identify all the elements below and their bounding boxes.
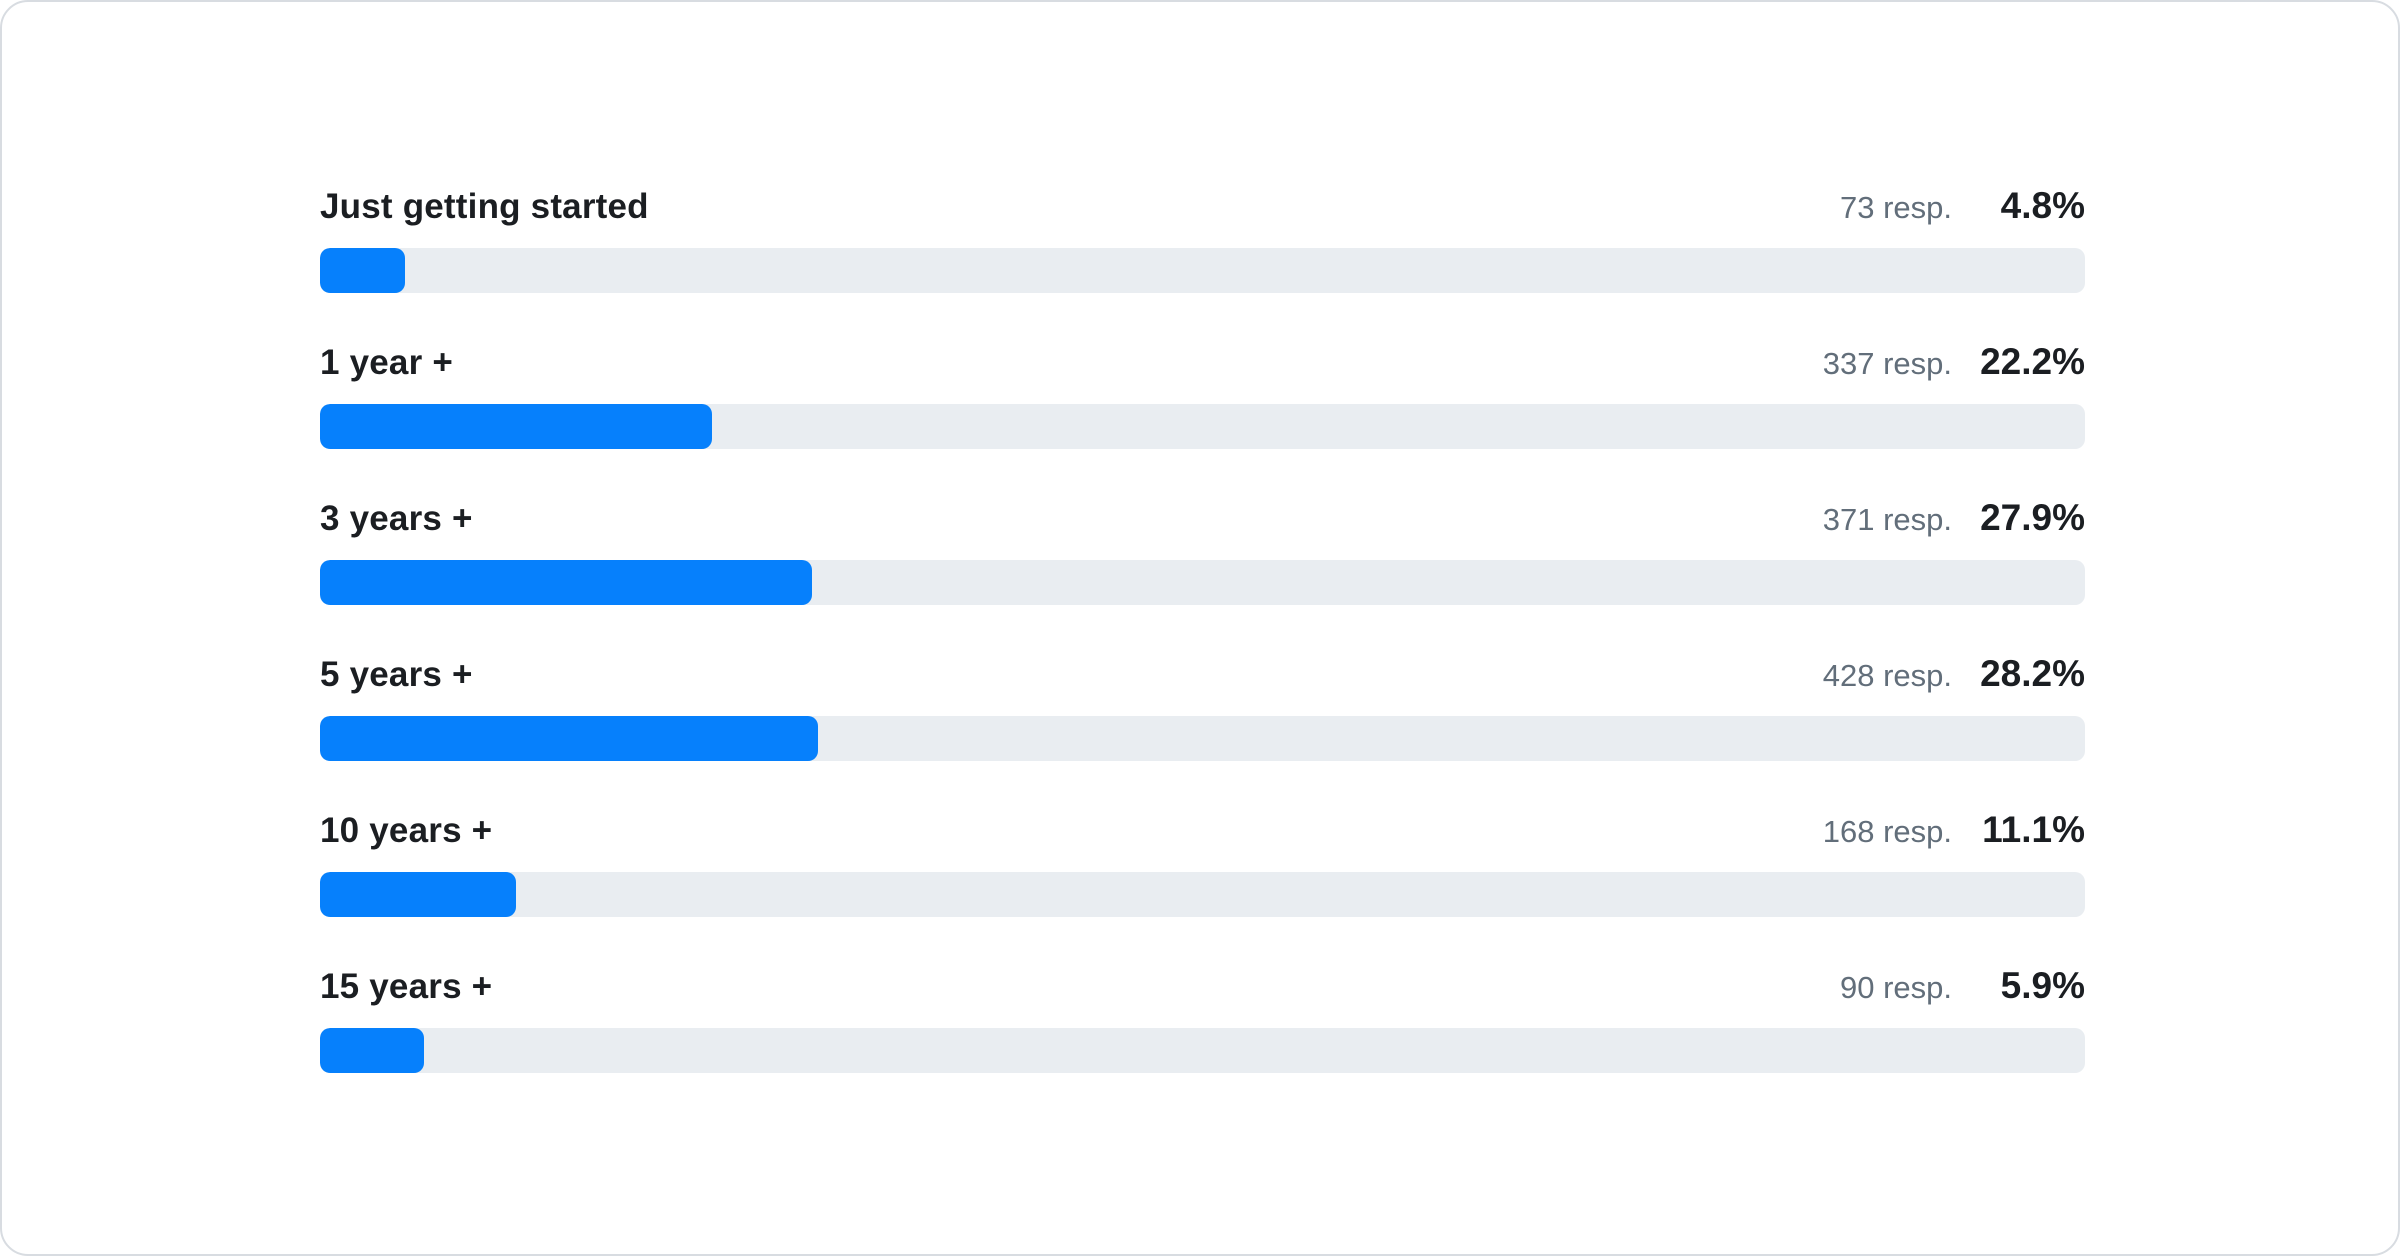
bar-fill [320, 716, 818, 761]
row-header: Just getting started 73 resp. 4.8% [320, 184, 2085, 228]
percent-value: 28.2% [1980, 653, 2085, 694]
bar-track [320, 716, 2085, 761]
bar-fill [320, 872, 516, 917]
row-header: 1 year + 337 resp. 22.2% [320, 340, 2085, 384]
chart-row: 3 years + 371 resp. 27.9% [320, 496, 2085, 605]
percent-value: 22.2% [1980, 341, 2085, 382]
category-label: 10 years + [320, 811, 493, 850]
percent-value: 11.1% [1982, 809, 2085, 850]
chart-row: 10 years + 168 resp. 11.1% [320, 808, 2085, 917]
respondent-count: 90 resp. [1839, 970, 1952, 1005]
bar-fill [320, 560, 813, 605]
percent-value: 27.9% [1980, 497, 2085, 538]
bar-track [320, 560, 2085, 605]
row-header: 5 years + 428 resp. 28.2% [320, 652, 2085, 696]
row-header: 10 years + 168 resp. 11.1% [320, 808, 2085, 852]
category-label: 5 years + [320, 655, 473, 694]
bar-fill [320, 1028, 425, 1073]
category-label: 3 years + [320, 499, 473, 538]
category-label: 1 year + [320, 343, 453, 382]
category-label: Just getting started [320, 187, 649, 226]
respondent-count: 371 resp. [1822, 502, 1952, 537]
percent-value: 4.8% [2000, 185, 2085, 226]
row-header: 3 years + 371 resp. 27.9% [320, 496, 2085, 540]
category-label: 15 years + [320, 967, 493, 1006]
respondent-count: 168 resp. [1822, 814, 1952, 849]
bar-track [320, 872, 2085, 917]
chart-row: 15 years + 90 resp. 5.9% [320, 964, 2085, 1073]
bar-track [320, 404, 2085, 449]
chart-row: 5 years + 428 resp. 28.2% [320, 652, 2085, 761]
bar-fill [320, 248, 405, 293]
percent-value: 5.9% [2000, 965, 2085, 1006]
respondent-count: 73 resp. [1839, 190, 1952, 225]
bar-track [320, 248, 2085, 293]
chart-row: 1 year + 337 resp. 22.2% [320, 340, 2085, 449]
respondent-count: 337 resp. [1822, 346, 1952, 381]
bar-track [320, 1028, 2085, 1073]
bar-fill [320, 404, 712, 449]
chart-row: Just getting started 73 resp. 4.8% [320, 184, 2085, 293]
respondent-count: 428 resp. [1822, 658, 1952, 693]
chart-rows: Just getting started 73 resp. 4.8% 1 yea… [320, 184, 2085, 1120]
row-header: 15 years + 90 resp. 5.9% [320, 964, 2085, 1008]
